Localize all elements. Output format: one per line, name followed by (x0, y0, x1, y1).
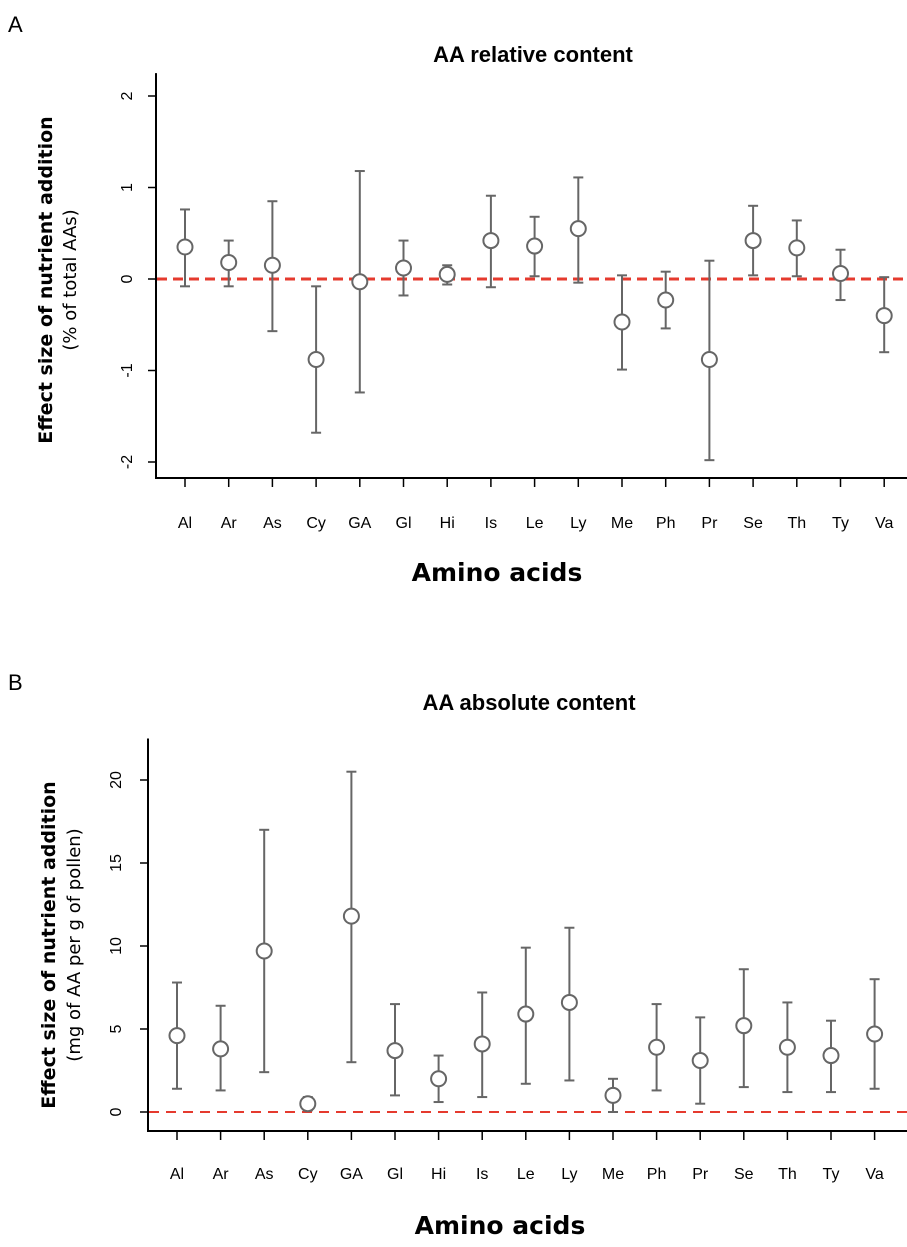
panel-b-y-tick-label: 10 (108, 937, 125, 955)
panel-a-point (438, 265, 456, 283)
panel-a-x-tick-label: Me (611, 515, 633, 532)
panel-a-x-tick-label: Ar (221, 515, 238, 532)
panel-a-x-tick-label: GA (348, 515, 371, 532)
panel-a-x-tick-label: Ty (832, 515, 849, 532)
panel-b-y-tick-label: 5 (108, 1024, 125, 1033)
panel-b-x-tick-label: Se (734, 1166, 754, 1183)
panel-b-x-tick-label: Ar (213, 1166, 230, 1183)
panel-b-point (560, 993, 578, 1011)
panel-a-title: AA relative content (433, 42, 633, 67)
panel-a-point (875, 307, 893, 325)
panel-b-y-tick-label: 15 (108, 854, 125, 872)
panel-b-point (386, 1042, 404, 1060)
panel-b-x-tick-label: Th (778, 1166, 797, 1183)
panel-a-y-tick-label: -2 (119, 455, 136, 469)
panel-b-x-tick-label: Cy (298, 1166, 318, 1183)
panel-a-plot: -2 -1 0 1 2 Al Ar As Cy GA Gl Hi Is Le Ly Me Ph Pr Se Th Ty V… (119, 73, 907, 532)
panel-a-x-tick-label: Th (787, 515, 806, 532)
panel-a-point (220, 254, 238, 272)
panel-b-point (255, 942, 273, 960)
panel-b-xlabel: Amino acids (415, 1211, 586, 1240)
panel-a-point (700, 351, 718, 369)
panel-a-x-tick-label: Pr (701, 515, 718, 532)
panel-b-ylabel: Effect size of nutrient addition (38, 781, 60, 1108)
panel-a-x-tick-label: Cy (306, 515, 326, 532)
panel-a-xlabel: Amino acids (412, 558, 583, 587)
panel-a-x-tick-label: Is (485, 515, 497, 532)
panel-b-point (735, 1017, 753, 1035)
panel-a-point (263, 256, 281, 274)
panel-a-point (176, 238, 194, 256)
panel-b-point (822, 1047, 840, 1065)
panel-a-point (395, 259, 412, 277)
panel-b-point (430, 1070, 448, 1088)
panel-b-point (648, 1038, 666, 1056)
panel-a-x-tick-label: Gl (396, 515, 412, 532)
panel-a-x-tick-label: Hi (440, 515, 455, 532)
panel-b-point (212, 1040, 230, 1058)
panel-b-x-tick-label: Va (865, 1166, 883, 1183)
panel-b-y-tick-label: 20 (108, 771, 125, 789)
panel-b-point (168, 1027, 186, 1045)
panel-b-plot: 0 5 10 15 20 Al Ar As Cy GA Gl Hi Is Le Ly Me Ph Pr Se Th Ty… (108, 738, 907, 1183)
panel-a-point (569, 220, 587, 238)
panel-b-point (342, 907, 360, 925)
panel-b-point (778, 1038, 796, 1056)
panel-b-x-tick-label: Pr (692, 1166, 709, 1183)
panel-b-y-tick-label: 0 (108, 1107, 125, 1116)
panel-b-point (517, 1005, 535, 1023)
panel-b-ylabel-sub: (mg of AA per g of pollen) (64, 828, 85, 1061)
panel-b-point (866, 1025, 884, 1043)
panel-b-point (604, 1086, 622, 1104)
panel-a-x-tick-label: Le (526, 515, 544, 532)
panel-a-point (526, 237, 544, 255)
panel-a-x-tick-label: As (263, 515, 282, 532)
panel-a-x-tick-label: Al (178, 515, 192, 532)
panel-a-letter: A (8, 12, 23, 37)
panel-a-y-tick-label: 1 (119, 183, 136, 192)
panel-a-x-tick-label: Ph (656, 515, 676, 532)
panel-a-point (657, 291, 675, 309)
panel-a-point (832, 265, 849, 283)
panel-b-x-tick-label: Gl (387, 1166, 403, 1183)
panel-b-x-tick-label: Al (170, 1166, 184, 1183)
panel-b-title: AA absolute content (422, 690, 636, 715)
panel-a-point (744, 232, 762, 250)
panel-a-point (307, 351, 325, 369)
panel-a-y-tick-label: -1 (119, 363, 136, 377)
panel-a-x-tick-label: Se (743, 515, 763, 532)
panel-b-x-tick-label: As (255, 1166, 274, 1183)
panel-a-point (788, 239, 806, 257)
panel-b-x-tick-label: GA (340, 1166, 363, 1183)
panel-a-x-tick-label: Ly (570, 515, 586, 532)
panel-a-point (482, 232, 500, 250)
panel-b-x-tick-label: Ty (823, 1166, 840, 1183)
panel-a-point (613, 313, 631, 331)
panel-b-point (473, 1035, 491, 1053)
panel-b-x-tick-label: Ph (647, 1166, 667, 1183)
panel-b-x-tick-label: Hi (431, 1166, 446, 1183)
panel-b-point (299, 1095, 317, 1113)
panel-a-point (351, 273, 369, 291)
panel-a-x-tick-label: Va (875, 515, 893, 532)
panel-b-x-tick-label: Le (517, 1166, 535, 1183)
panel-a-ylabel: Effect size of nutrient addition (35, 116, 57, 443)
panel-b-x-tick-label: Me (602, 1166, 624, 1183)
panel-a-y-tick-label: 2 (119, 91, 136, 100)
panel-b-letter: B (8, 670, 23, 695)
panel-b-x-tick-label: Is (476, 1166, 488, 1183)
panel-b-x-tick-label: Ly (561, 1166, 577, 1183)
panel-a-ylabel-sub: (% of total AAs) (60, 209, 81, 350)
panel-a-y-tick-label: 0 (119, 274, 136, 283)
panel-b-point (691, 1052, 709, 1070)
